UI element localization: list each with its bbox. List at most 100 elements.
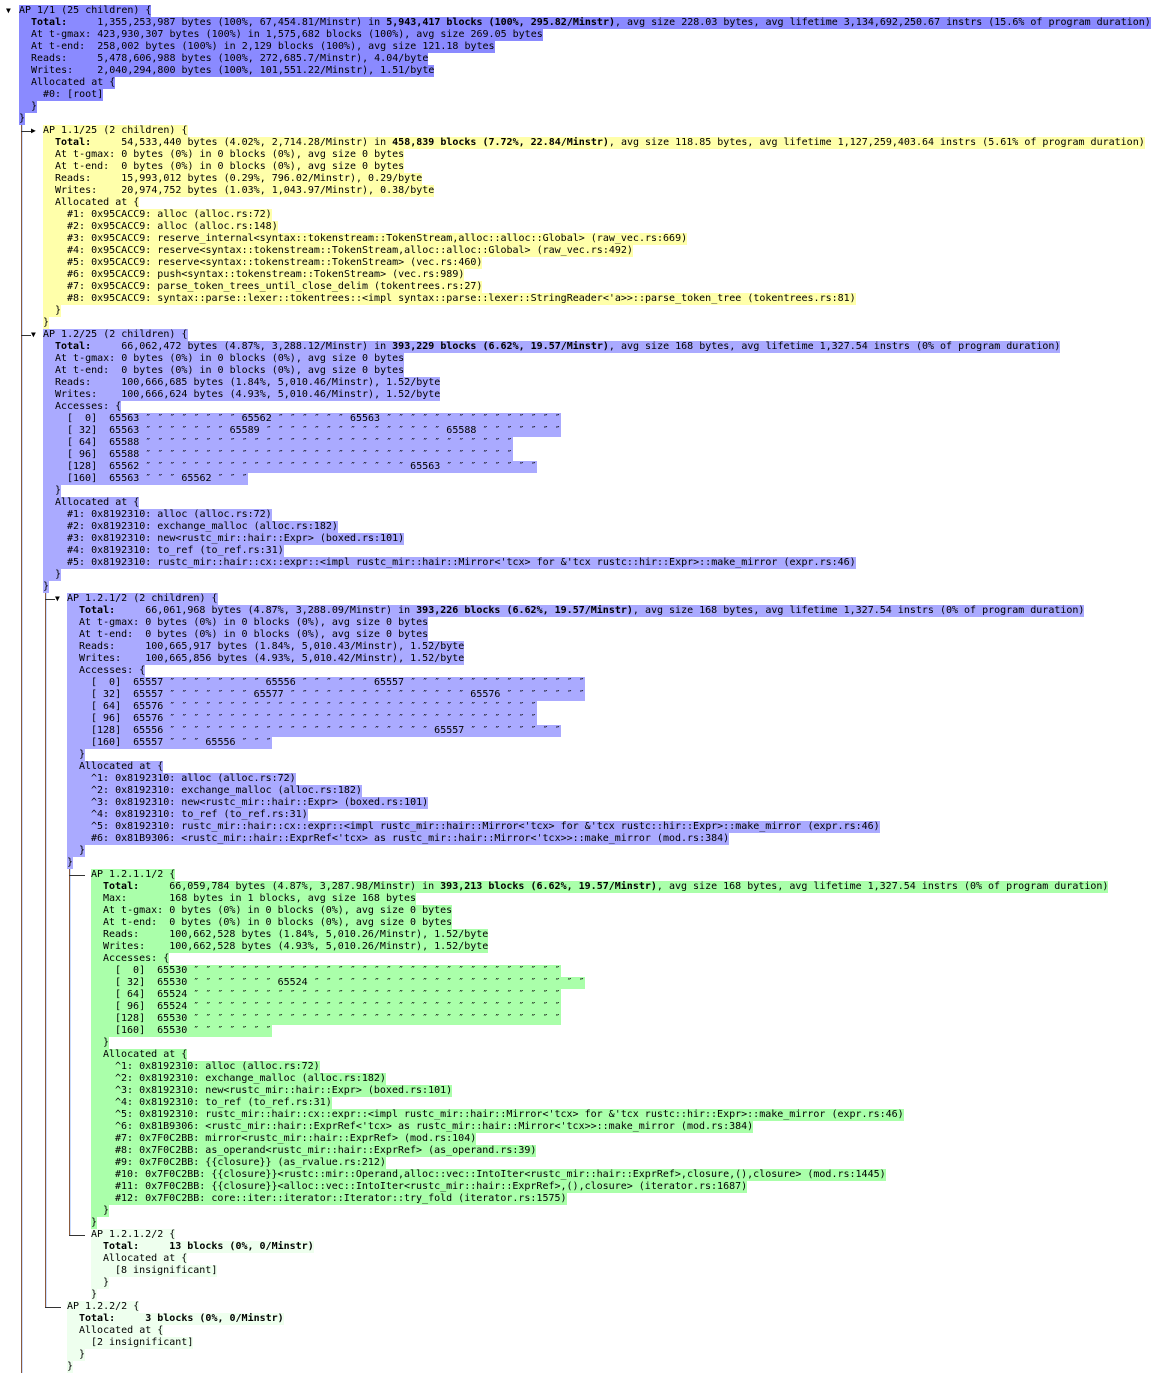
stat-attgmax-line: At t-gmax: 0 bytes (0%) in 0 blocks (0%),… bbox=[43, 149, 1175, 161]
stat-writes: Writes: 2,040,294,800 bytes (100%, 101,55… bbox=[19, 65, 435, 77]
access-row-line: [ 96] 65588 ″ ″ ″ ″ ″ ″ ″ ″ ″ ″ ″ ″ ″ ″ … bbox=[43, 449, 1175, 461]
allocation-point: ▼ AP 1.2/25 (2 children) {Total: 66,062,47… bbox=[19, 329, 1175, 1373]
allocated-close-brace-line: } bbox=[67, 845, 1175, 857]
stat-value: 0 bytes (0%) in 0 blocks (0%), avg size … bbox=[169, 905, 453, 916]
ap-close-brace: } bbox=[67, 1361, 74, 1373]
access-counts: 65530 ″ ″ ″ ″ ″ ″ ″ 65524 ″ ″ ″ ″ ″ ″ ″ … bbox=[157, 977, 585, 988]
stat-label: Total: bbox=[79, 605, 116, 616]
stat-label: Total: bbox=[31, 17, 68, 28]
access-offset: [ 64] bbox=[91, 701, 122, 712]
allocated-at-label: Allocated at { bbox=[67, 1325, 164, 1337]
stack-frame-line: #3: 0x8192310: new<rustc_mir::hair::Expr… bbox=[43, 533, 1175, 545]
stat-value: 100,666,624 bytes (4.93%, 5,010.46/Minst… bbox=[121, 389, 441, 400]
stat-value: 0 bytes (0%) in 0 blocks (0%), avg size … bbox=[145, 617, 429, 628]
stat-value: 66,061,968 bytes (4.87%, 3,288.09/Minstr… bbox=[145, 605, 417, 616]
allocated-close-brace-line: } bbox=[91, 1205, 1175, 1217]
ap-header[interactable]: AP 1.1/25 (2 children) { bbox=[43, 125, 188, 137]
stat-label: Total: bbox=[55, 341, 92, 352]
stack-frame-line: #1: 0x8192310: alloc (alloc.rs:72) bbox=[43, 509, 1175, 521]
ap-children: ▼ AP 1.2.1/2 (2 children) {Total: 66,061,9… bbox=[43, 593, 1175, 1373]
stack-frame: ^4: 0x8192310: to_ref (to_ref.rs:31) bbox=[67, 809, 308, 821]
stat-label: Reads: bbox=[55, 377, 92, 388]
stat-value-rest: , avg size 118.85 bytes, avg lifetime 1,… bbox=[608, 137, 1145, 148]
ap-header-line: AP 1.2.1/2 (2 children) { bbox=[67, 593, 1175, 605]
access-row-line: [ 0] 65530 ″ ″ ″ ″ ″ ″ ″ ″ ″ ″ ″ ″ ″ ″ ″… bbox=[91, 965, 1175, 977]
access-row-line: [ 96] 65576 ″ ″ ″ ″ ″ ″ ″ ″ ″ ″ ″ ″ ″ ″ … bbox=[67, 713, 1175, 725]
ap-close-brace: } bbox=[43, 581, 50, 593]
stat-attgmax: At t-gmax: 0 bytes (0%) in 0 blocks (0%),… bbox=[43, 149, 405, 161]
stat-writes-line: Writes: 100,666,624 bytes (4.93%, 5,010.4… bbox=[43, 389, 1175, 401]
allocation-point: ▶ AP 1.1/25 (2 children) {Total: 54,533,44… bbox=[19, 125, 1175, 329]
ap-header[interactable]: AP 1/1 (25 children) { bbox=[19, 5, 152, 17]
accesses-close-brace-line: } bbox=[43, 485, 1175, 497]
stat-value-rest: , avg size 168 bytes, avg lifetime 1,327… bbox=[608, 341, 1061, 352]
stack-frame: #11: 0x7F0C2BB: {{closure}}<alloc::vec::… bbox=[91, 1181, 748, 1193]
access-offset: [160] bbox=[115, 1025, 146, 1036]
stat-reads-line: Reads: 100,666,685 bytes (1.84%, 5,010.46… bbox=[43, 377, 1175, 389]
access-offset: [160] bbox=[67, 473, 98, 484]
stat-label: At t-gmax: bbox=[79, 617, 140, 628]
access-offset: [128] bbox=[91, 725, 122, 736]
stat-value-rest: , avg size 168 bytes, avg lifetime 1,327… bbox=[632, 605, 1085, 616]
ap-header[interactable]: AP 1.2/25 (2 children) { bbox=[43, 329, 188, 341]
access-row: [160] 65557 ″ ″ ″ 65556 ″ ″ ″ bbox=[67, 737, 272, 749]
expand-toggle-icon[interactable]: ▼ bbox=[6, 6, 11, 15]
stat-value-blocks: 3 blocks (0%, 0/Minstr) bbox=[145, 1313, 284, 1324]
stat-label: Reads: bbox=[55, 173, 92, 184]
dhat-tree: ▼ AP 1/1 (25 children) {Total: 1,355,253,9… bbox=[6, 5, 1175, 1373]
ap-header[interactable]: AP 1.2.2/2 { bbox=[67, 1301, 140, 1313]
access-row: [ 0] 65557 ″ ″ ″ ″ ″ ″ ″ ″ 65556 ″ ″ ″ ″… bbox=[67, 677, 585, 689]
stat-attend: At t-end: 0 bytes (0%) in 0 blocks (0%), … bbox=[67, 629, 429, 641]
allocated-close-brace: } bbox=[67, 845, 86, 857]
ap-header[interactable]: AP 1.2.1/2 (2 children) { bbox=[67, 593, 218, 605]
accesses-close-brace: } bbox=[91, 1037, 110, 1049]
stat-attgmax: At t-gmax: 423,930,307 bytes (100%) in 1,… bbox=[19, 29, 543, 41]
access-row: [ 96] 65524 ″ ″ ″ ″ ″ ″ ″ ″ ″ ″ ″ ″ ″ ″ … bbox=[91, 1001, 561, 1013]
access-offset: [ 64] bbox=[67, 437, 98, 448]
stat-label: At t-gmax: bbox=[55, 149, 116, 160]
collapse-arrow-icon[interactable]: ▼ bbox=[31, 330, 36, 339]
stack-frame-line: ^1: 0x8192310: alloc (alloc.rs:72) bbox=[91, 1061, 1175, 1073]
stack-frame: ^2: 0x8192310: exchange_malloc (alloc.rs… bbox=[67, 785, 362, 797]
access-offset: [ 0] bbox=[67, 413, 98, 424]
stat-value: 15,993,012 bytes (0.29%, 796.02/Minstr),… bbox=[121, 173, 423, 184]
stat-writes-line: Writes: 100,665,856 bytes (4.93%, 5,010.4… bbox=[67, 653, 1175, 665]
access-counts: 65576 ″ ″ ″ ″ ″ ″ ″ ″ ″ ″ ″ ″ ″ ″ ″ ″ ″ … bbox=[133, 713, 537, 724]
access-row: [128] 65530 ″ ″ ″ ″ ″ ″ ″ ″ ″ ″ ″ ″ ″ ″ … bbox=[91, 1013, 561, 1025]
stack-frame: #3: 0x8192310: new<rustc_mir::hair::Expr… bbox=[43, 533, 405, 545]
stack-frame: ^5: 0x8192310: rustc_mir::hair::cx::expr… bbox=[67, 821, 880, 833]
stat-value: 66,059,784 bytes (4.87%, 3,287.98/Minstr… bbox=[169, 881, 441, 892]
ap-header[interactable]: AP 1.2.1.1/2 { bbox=[91, 869, 176, 881]
stat-value-rest: , avg size 228.03 bytes, avg lifetime 3,… bbox=[614, 17, 1151, 28]
stat-value-blocks: 393,213 blocks (6.62%, 19.57/Minstr) bbox=[440, 881, 657, 892]
stat-value: 20,974,752 bytes (1.03%, 1,043.97/Minstr… bbox=[121, 185, 435, 196]
stack-frame: #12: 0x7F0C2BB: core::iter::iterator::It… bbox=[91, 1193, 567, 1205]
stat-value: 100,666,685 bytes (1.84%, 5,010.46/Minst… bbox=[121, 377, 441, 388]
stack-frame: [2 insignificant] bbox=[67, 1337, 194, 1349]
allocated-close-brace: } bbox=[19, 101, 38, 113]
stat-attend-line: At t-end: 0 bytes (0%) in 0 blocks (0%), … bbox=[67, 629, 1175, 641]
access-counts: 65530 ″ ″ ″ ″ ″ ″ ″ ″ ″ ″ ″ ″ ″ ″ ″ ″ ″ … bbox=[157, 965, 561, 976]
stat-reads-line: Reads: 15,993,012 bytes (0.29%, 796.02/Mi… bbox=[43, 173, 1175, 185]
stack-frame: #2: 0x8192310: exchange_malloc (alloc.rs… bbox=[43, 521, 338, 533]
stat-max: Max: 168 bytes in 1 blocks, avg size 168 … bbox=[91, 893, 417, 905]
access-offset: [128] bbox=[67, 461, 98, 472]
ap-body: AP 1.2/25 (2 children) {Total: 66,062,472… bbox=[43, 329, 1175, 593]
stat-value-blocks: 393,229 blocks (6.62%, 19.57/Minstr) bbox=[392, 341, 609, 352]
stat-total-line: Total: 66,062,472 bytes (4.87%, 3,288.12/… bbox=[43, 341, 1175, 353]
stat-total: Total: 66,062,472 bytes (4.87%, 3,288.12/… bbox=[43, 341, 1061, 353]
access-row: [128] 65562 ″ ″ ″ ″ ″ ″ ″ ″ ″ ″ ″ ″ ″ ″ … bbox=[43, 461, 537, 473]
stack-frame-line: ^2: 0x8192310: exchange_malloc (alloc.rs… bbox=[91, 1073, 1175, 1085]
access-row-line: [ 0] 65557 ″ ″ ″ ″ ″ ″ ″ ″ 65556 ″ ″ ″ ″… bbox=[67, 677, 1175, 689]
expand-arrow-icon[interactable]: ▶ bbox=[31, 126, 36, 135]
access-row-line: [ 32] 65563 ″ ″ ″ ″ ″ ″ ″ 65589 ″ ″ ″ ″ … bbox=[43, 425, 1175, 437]
stat-value: 2,040,294,800 bytes (100%, 101,551.22/Mi… bbox=[97, 65, 435, 76]
ap-close-brace-line: } bbox=[91, 1289, 1175, 1301]
stack-frame: ^1: 0x8192310: alloc (alloc.rs:72) bbox=[67, 773, 296, 785]
ap-header[interactable]: AP 1.2.1.2/2 { bbox=[91, 1229, 176, 1241]
allocation-point-root: ▼ AP 1/1 (25 children) {Total: 1,355,253,9… bbox=[6, 5, 1175, 1373]
stack-frame: #7: 0x7F0C2BB: mirror<rustc_mir::hair::E… bbox=[91, 1133, 477, 1145]
collapse-arrow-icon[interactable]: ▼ bbox=[55, 594, 60, 603]
ap-close-brace: } bbox=[67, 857, 74, 869]
stat-label: Total: bbox=[103, 1241, 140, 1252]
